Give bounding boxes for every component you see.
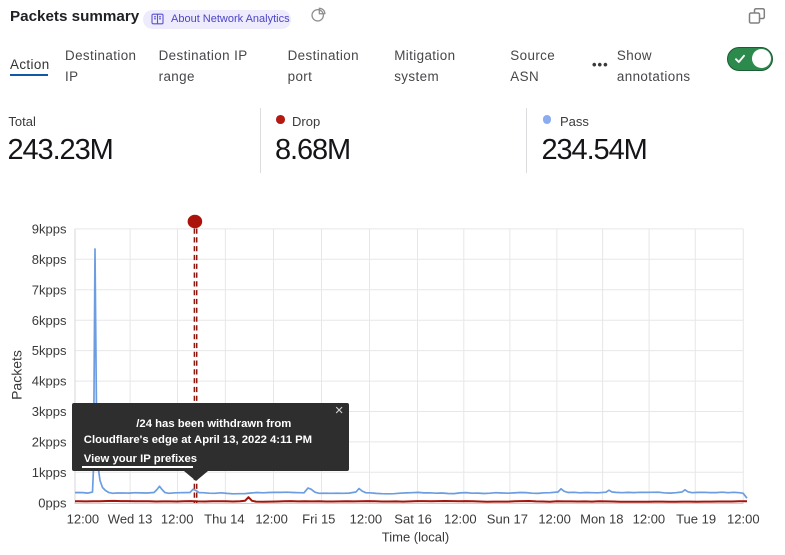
svg-text:4kpps: 4kpps: [32, 374, 67, 389]
svg-text:Thu 14: Thu 14: [204, 512, 244, 527]
svg-text:1kpps: 1kpps: [32, 465, 67, 480]
svg-text:Sat 16: Sat 16: [394, 512, 432, 527]
svg-text:12:00: 12:00: [538, 512, 571, 527]
svg-text:12:00: 12:00: [255, 512, 288, 527]
svg-text:12:00: 12:00: [444, 512, 477, 527]
svg-text:5kpps: 5kpps: [32, 343, 67, 358]
svg-text:7kpps: 7kpps: [32, 282, 67, 297]
svg-text:12:00: 12:00: [727, 512, 760, 527]
svg-text:Time (local): Time (local): [382, 530, 449, 545]
svg-text:9kpps: 9kpps: [32, 222, 67, 237]
svg-text:Packets: Packets: [9, 350, 25, 400]
svg-text:Fri 15: Fri 15: [302, 512, 335, 527]
svg-text:12:00: 12:00: [633, 512, 666, 527]
svg-text:2kpps: 2kpps: [32, 435, 67, 450]
svg-text:Mon 18: Mon 18: [580, 512, 623, 527]
svg-text:12:00: 12:00: [67, 512, 100, 527]
svg-text:12:00: 12:00: [350, 512, 383, 527]
svg-text:12:00: 12:00: [161, 512, 194, 527]
svg-text:6kpps: 6kpps: [32, 313, 67, 328]
svg-text:Wed 13: Wed 13: [108, 512, 153, 527]
svg-text:8kpps: 8kpps: [32, 252, 67, 267]
svg-text:Sun 17: Sun 17: [487, 512, 528, 527]
svg-text:3kpps: 3kpps: [32, 404, 67, 419]
svg-text:Tue 19: Tue 19: [676, 512, 716, 527]
svg-text:0pps: 0pps: [38, 495, 67, 510]
